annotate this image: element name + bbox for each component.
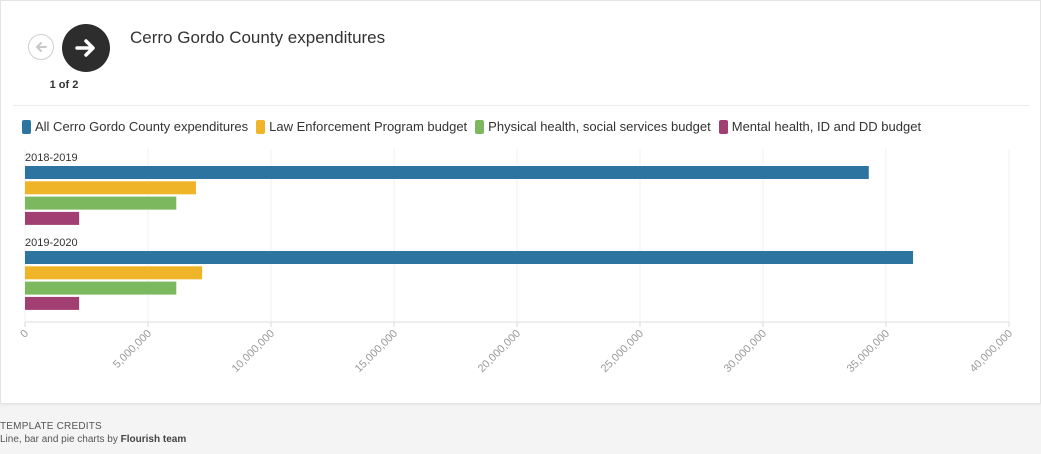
x-tick-label: 40,000,000 [968,328,1015,375]
template-credits: Template credits Line, bar and pie chart… [0,420,186,446]
x-tick-label: 20,000,000 [476,328,523,375]
legend-item-mental-health[interactable]: Mental health, ID and DD budget [718,119,922,134]
x-tick-label: 10,000,000 [230,328,277,375]
legend-swatch [718,119,728,134]
chart-legend: All Cerro Gordo County expenditures Law … [22,119,921,134]
credits-author-link[interactable]: Flourish team [120,434,187,445]
category-label: 2018-2019 [25,152,78,164]
credits-prefix: Line, bar and pie charts by [0,434,121,445]
bar [25,281,177,295]
legend-label: All Cerro Gordo County expenditures [35,119,249,134]
chart-title: Cerro Gordo County expenditures [130,28,386,47]
bar [25,266,203,280]
x-tick-label: 25,000,000 [599,328,646,375]
bar [25,296,80,310]
credits-line: Line, bar and pie charts by Flourish tea… [0,433,186,446]
previous-slide-button[interactable] [28,34,54,60]
bar-chart: 0 5,000,000 10,000,000 15,000,000 20,000,000… [18,149,1015,375]
credits-title: Template credits [0,421,102,432]
x-tick-label: 30,000,000 [722,328,769,375]
next-slide-button[interactable] [62,24,110,72]
x-tick-label: 0 [18,328,31,341]
legend-swatch [22,119,31,134]
legend-label: Law Enforcement Program budget [269,119,468,134]
bar [25,166,869,179]
x-tick-label: 15,000,000 [353,328,400,375]
x-tick-label: 5,000,000 [111,328,154,371]
legend-swatch [256,119,266,134]
slide-counter: 1 of 2 [49,79,79,91]
x-tick-label: 35,000,000 [845,328,892,375]
bar [25,211,80,225]
chart-card: 1 of 2 Cerro Gordo County expenditures A… [0,0,1041,404]
legend-label: Mental health, ID and DD budget [731,119,922,134]
header-divider [13,105,1029,106]
bar [25,181,196,195]
arrow-left-icon [36,42,47,52]
legend-item-law-enforcement[interactable]: Law Enforcement Program budget [256,119,467,134]
category-label: 2019-2020 [25,237,78,249]
arrow-right-icon [75,39,95,57]
legend-item-all-expenditures[interactable]: All Cerro Gordo County expenditures [22,119,248,134]
legend-swatch [475,119,485,134]
legend-label: Physical health, social services budget [488,119,711,134]
bar [25,251,914,264]
legend-item-physical-health[interactable]: Physical health, social services budget [475,119,711,134]
bar [25,196,177,210]
